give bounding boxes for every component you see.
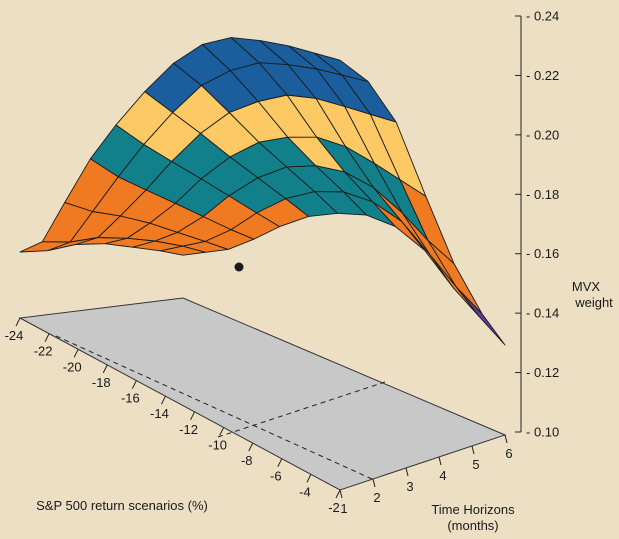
floor-dashed-line	[55, 335, 373, 480]
y-axis-tick-label: 1	[340, 501, 347, 516]
x-axis-tick	[15, 317, 21, 327]
y-axis-title: Time Horizons	[431, 502, 515, 517]
x-axis-tick	[131, 380, 137, 389]
z-axis-tick-label: - 0.22	[526, 68, 559, 83]
x-axis-tick-label: -20	[63, 359, 82, 374]
y-axis-ticks: 1 2 3 4 5 6	[339, 434, 513, 516]
z-axis-title: MVX	[572, 279, 601, 294]
x-axis-tick	[335, 489, 341, 499]
y-axis-tick	[339, 489, 343, 499]
x-axis-tick	[44, 333, 50, 342]
x-axis-tick-label: -6	[270, 469, 282, 484]
z-axis-tick-label: - 0.24	[526, 9, 559, 24]
surface-mesh	[19, 37, 506, 346]
y-axis-tick-label: 2	[373, 490, 380, 505]
floor-dashed-line	[217, 381, 386, 438]
y-axis-tick	[504, 434, 508, 444]
y-axis-tick-label: 4	[439, 468, 446, 483]
x-axis-tick-label: -2	[328, 500, 340, 515]
y-axis-tick-label: 3	[406, 479, 413, 494]
z-axis-title: weight	[574, 295, 613, 310]
x-axis-tick	[102, 364, 108, 374]
x-axis-tick	[190, 411, 195, 421]
x-axis-tick	[161, 395, 166, 405]
y-axis-tick	[471, 445, 475, 455]
y-axis-tick-label: 6	[505, 446, 512, 461]
x-axis-tick	[248, 442, 254, 452]
y-axis-tick	[405, 467, 409, 477]
x-axis-tick-label: -14	[150, 406, 169, 421]
x-axis-tick-label: -8	[241, 453, 253, 468]
z-axis-tick-label: - 0.18	[526, 187, 559, 202]
x-axis-tick-label: -12	[179, 422, 198, 437]
z-axis-tick-label: - 0.12	[526, 365, 559, 380]
y-axis-tick	[372, 478, 376, 488]
x-axis-tick-label: -24	[5, 328, 24, 343]
y-axis-title: (months)	[447, 518, 498, 533]
x-axis-tick	[73, 349, 79, 358]
x-axis-tick-label: -22	[34, 344, 53, 359]
x-axis-ticks: -24 -22 -20 -18 -16 -14 -12 -10 -8 -6 -4 -2	[5, 317, 341, 515]
x-axis-tick	[277, 458, 283, 467]
x-axis-tick-label: -16	[121, 391, 140, 406]
x-axis-tick-label: -4	[299, 484, 311, 499]
z-axis-tick-label: - 0.20	[526, 127, 559, 142]
z-axis-tick-label: - 0.14	[526, 306, 559, 321]
y-axis-tick-label: 5	[472, 457, 479, 472]
y-axis-tick	[438, 456, 442, 466]
x-axis-tick-label: -10	[208, 437, 227, 452]
z-axis-tick-label: - 0.16	[526, 246, 559, 261]
x-axis-tick	[306, 474, 312, 483]
surface-marker	[234, 262, 244, 272]
x-axis-title: S&P 500 return scenarios (%)	[36, 498, 208, 513]
z-axis-ticks: - 0.24 - 0.22 - 0.20 - 0.18 - 0.16 - 0.14 - 0.…	[515, 9, 559, 440]
surface-cell	[313, 52, 369, 82]
z-axis-tick-label: - 0.10	[526, 425, 559, 440]
x-axis-tick	[219, 427, 225, 436]
x-axis-tick-label: -18	[92, 375, 111, 390]
